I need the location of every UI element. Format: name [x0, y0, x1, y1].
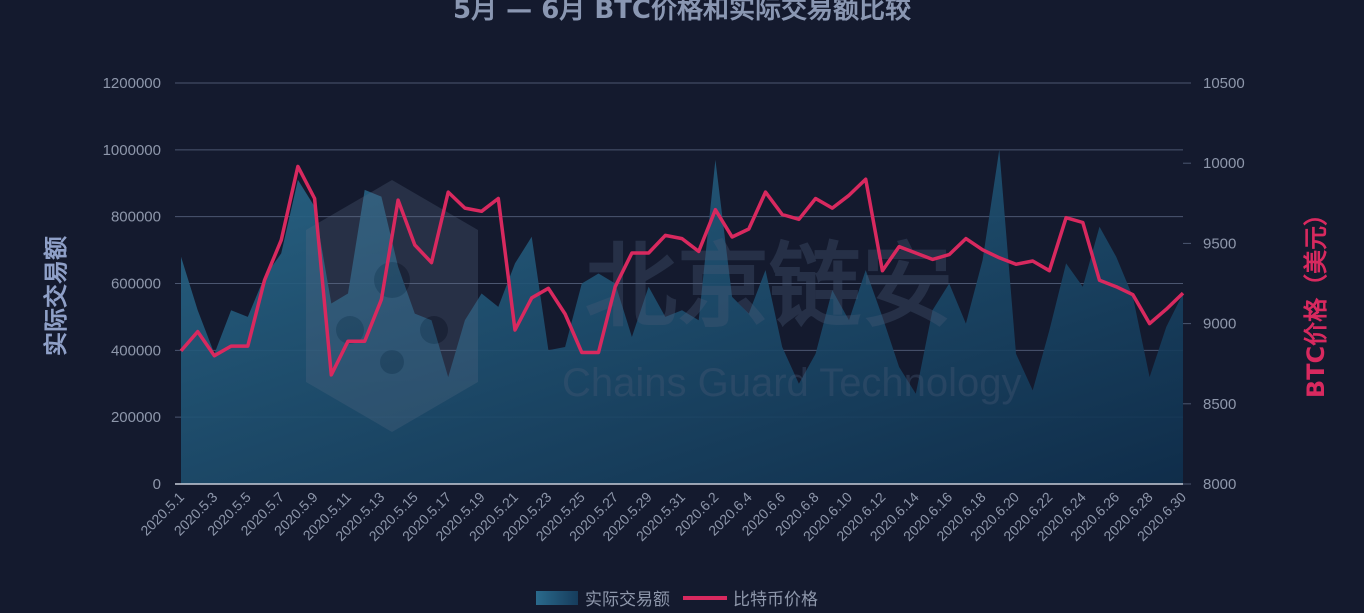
legend-label-line[interactable]: 比特币价格 — [733, 590, 818, 610]
y-right-tick-label: 10500 — [1203, 75, 1245, 92]
legend-swatch-area[interactable] — [536, 591, 578, 605]
y-right-tick-label: 8000 — [1203, 476, 1236, 493]
y-right-tick-label: 9500 — [1203, 235, 1236, 252]
y-axis-right-label: BTC价格（美元） — [1302, 202, 1330, 398]
y-right-tick-label: 10000 — [1203, 155, 1245, 172]
y-left-tick-label: 600000 — [111, 276, 161, 293]
y-axis-left-label: 实际交易额 — [42, 236, 70, 356]
y-right-tick-label: 8500 — [1203, 396, 1236, 413]
series-area-transaction-volume — [181, 149, 1183, 485]
watermark-en: Chains Guard Technology — [562, 361, 1022, 405]
y-axis-left-ticks: 0 200000 400000 600000 800000 1000000 1200000 — [103, 75, 161, 493]
y-left-tick-label: 1000000 — [103, 142, 161, 159]
watermark-cn: 北京链安 — [585, 233, 953, 340]
legend: 实际交易额 比特币价格 — [536, 590, 818, 610]
chart-title: 5月 — 6月 BTC价格和实际交易额比较 — [453, 0, 911, 25]
y-axis-right-ticks: 8000 8500 9000 9500 10000 10500 — [1183, 75, 1245, 493]
watermark: 北京链安 Chains Guard Technology — [306, 180, 1022, 432]
legend-label-area[interactable]: 实际交易额 — [585, 590, 670, 610]
y-left-tick-label: 1200000 — [103, 75, 161, 92]
y-left-tick-label: 0 — [153, 476, 161, 493]
y-left-tick-label: 800000 — [111, 209, 161, 226]
x-axis-ticks: 2020.5.12020.5.32020.5.52020.5.72020.5.9… — [137, 489, 1189, 545]
watermark-logo-icon — [306, 180, 478, 432]
y-right-tick-label: 9000 — [1203, 316, 1236, 333]
y-left-tick-label: 400000 — [111, 342, 161, 359]
y-left-tick-label: 200000 — [111, 409, 161, 426]
series-line-btc-price — [179, 164, 1185, 377]
